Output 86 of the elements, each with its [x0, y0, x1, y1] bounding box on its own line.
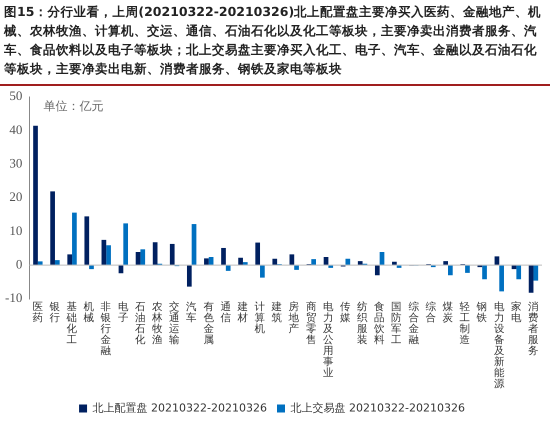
y-tick-label: 10 — [9, 222, 22, 238]
x-tick-label: 家电 — [510, 300, 522, 324]
x-tick-label: 建筑 — [270, 300, 283, 324]
x-tick-label: 非银行金融 — [100, 300, 112, 358]
x-tick-label: 消费者服务 — [528, 300, 539, 358]
x-tick-label: 汽车 — [186, 301, 198, 324]
x-tick-label: 机械 — [84, 301, 95, 324]
bar — [324, 257, 328, 265]
bar — [238, 258, 243, 265]
bar — [528, 266, 534, 293]
y-tick-label: 40 — [9, 122, 22, 137]
bar — [290, 254, 294, 265]
bar — [106, 245, 111, 265]
x-tick-label: 基础化工 — [66, 300, 78, 346]
x-tick-label: 电力设备及新能源 — [494, 300, 505, 390]
bar — [186, 266, 192, 287]
x-tick-label: 医药 — [32, 301, 44, 324]
bar — [374, 266, 380, 276]
bar — [260, 266, 265, 278]
bar — [204, 258, 209, 265]
bar — [118, 266, 124, 274]
x-tick-label: 农林牧渔 — [150, 301, 163, 346]
bar — [50, 191, 55, 265]
x-tick-label: 煤炭 — [442, 301, 454, 324]
bar — [84, 216, 90, 265]
x-tick-label: 银行 — [48, 301, 60, 324]
bar — [272, 258, 278, 265]
bar — [123, 223, 128, 265]
bar — [380, 252, 384, 265]
bar — [221, 248, 226, 265]
bar — [89, 266, 94, 270]
x-tick-label: 通信 — [220, 300, 232, 324]
x-tick-label: 房地产 — [288, 300, 300, 336]
bar — [448, 266, 453, 276]
x-tick-label: 轻工制造 — [460, 301, 471, 346]
bar — [494, 256, 500, 265]
bar — [102, 240, 106, 265]
legend-label: 北上交易盘 20210322-20210326 — [290, 401, 465, 414]
bar — [226, 266, 231, 271]
x-tick-label: 综合金融 — [408, 300, 420, 346]
bar — [255, 242, 260, 265]
bar — [516, 266, 522, 280]
x-tick-label: 建材 — [236, 300, 248, 324]
bar — [533, 266, 538, 281]
bar — [311, 259, 316, 265]
legend-label: 北上配置盘 20210322-20210326 — [92, 401, 268, 414]
bar — [38, 261, 43, 265]
bar — [482, 266, 487, 280]
x-tick-label: 国防军工 — [391, 301, 402, 346]
bar — [294, 266, 299, 270]
bar — [33, 126, 38, 265]
bar — [152, 242, 158, 265]
bar — [170, 244, 175, 265]
bar — [67, 254, 72, 265]
bar — [140, 249, 146, 265]
bar — [443, 261, 448, 265]
y-tick-label: 50 — [9, 88, 22, 104]
bar — [345, 258, 350, 265]
x-tick-label: 电力及公用事业 — [322, 300, 334, 380]
bar — [242, 262, 248, 265]
y-tick-label: 30 — [9, 156, 22, 171]
bar — [72, 212, 77, 265]
x-tick-label: 综合 — [425, 300, 436, 324]
bar — [208, 257, 214, 265]
chart-title: 图15：分行业看，上周(20210322-20210326)北上配置盘主要净买入医药、金融地产、机械、农林牧渔、计算机、交运、通信、石油石化以及化工等板块，主要净卖出消费者服务、汽车、食品饮料以及电子等板块；北上交易盘主要净买入化工、电子、汽车、金融以及石油石化等板块，主要净卖出电新、消费者服务、钢铁及家电等板块 — [0, 0, 550, 86]
x-tick-label: 交通运输 — [169, 300, 180, 346]
y-tick-label: -10 — [4, 290, 22, 306]
x-tick-label: 食品饮料 — [373, 301, 386, 346]
bar — [136, 252, 140, 265]
x-tick-label: 计算机 — [254, 300, 266, 336]
x-tick-label: 石油石化 — [134, 301, 146, 346]
y-tick-label: 0 — [16, 256, 22, 272]
x-tick-label: 传媒 — [340, 301, 351, 324]
x-tick-label: 有色金属 — [203, 301, 214, 346]
bar — [358, 261, 363, 265]
x-tick-label: 纺织服装 — [357, 300, 368, 346]
y-tick-label: 20 — [9, 189, 22, 204]
bar — [192, 224, 196, 265]
bar — [465, 266, 470, 273]
annotation: 单位：亿元 — [43, 98, 104, 113]
bar — [54, 260, 60, 265]
bar — [499, 266, 504, 292]
x-tick-label: 商贸零售 — [306, 300, 317, 346]
x-tick-label: 电子 — [118, 300, 129, 324]
x-tick-label: 钢铁 — [476, 301, 488, 324]
bar — [512, 266, 516, 270]
